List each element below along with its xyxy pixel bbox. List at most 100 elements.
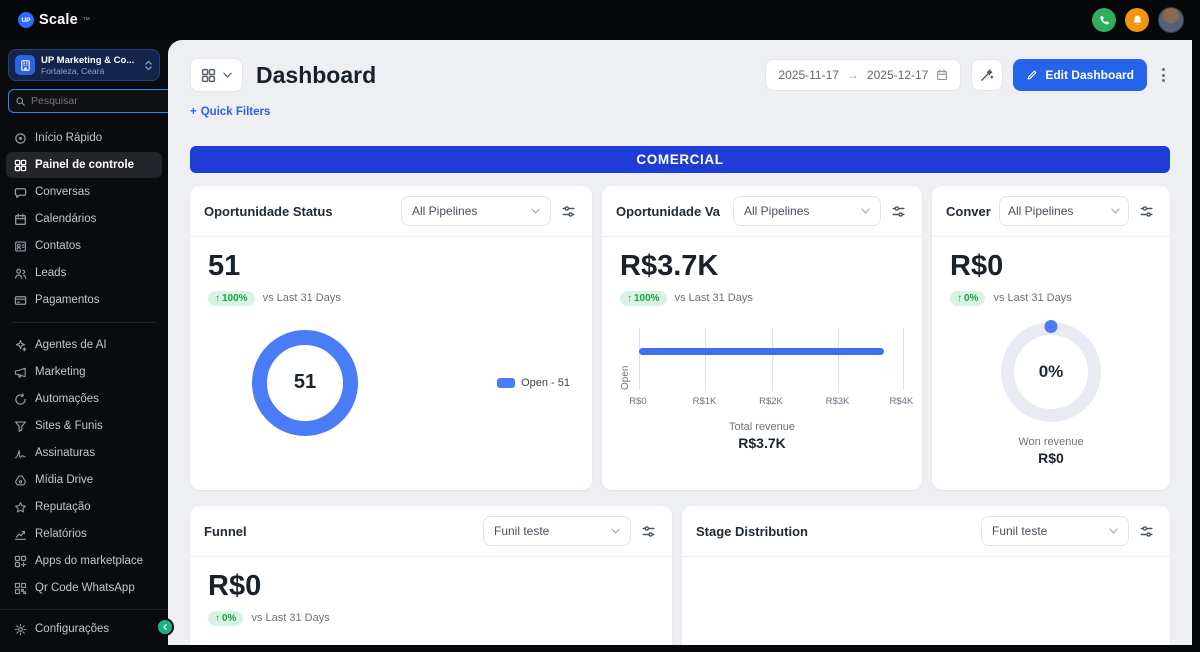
sidebar-item-painel-de-controle[interactable]: Painel de controle bbox=[6, 152, 162, 178]
calendar-icon bbox=[937, 69, 948, 81]
arrow-up-icon: ↑ bbox=[215, 612, 220, 624]
sidebar-item-inicio-rapido[interactable]: Início Rápido bbox=[6, 125, 162, 151]
card-conversion: Conver All Pipelines R$0 ↑ 0% vs Last 31 … bbox=[932, 186, 1170, 490]
y-axis-label: Open bbox=[620, 365, 631, 390]
account-switcher[interactable]: UP Marketing & Co... Fortaleza, Ceará bbox=[8, 49, 160, 81]
sidebar-item-marketing[interactable]: Marketing bbox=[6, 359, 162, 385]
pipeline-select[interactable]: All Pipelines bbox=[401, 196, 551, 226]
sidebar-footer: Configurações bbox=[0, 609, 174, 652]
quick-filters-button[interactable]: + Quick Filters bbox=[168, 92, 292, 118]
funnel-select[interactable]: Funil teste bbox=[483, 516, 631, 546]
sidebar-item-conversas[interactable]: Conversas bbox=[6, 179, 162, 205]
notifications-button[interactable] bbox=[1125, 8, 1149, 32]
filter-settings-button[interactable] bbox=[889, 202, 908, 221]
sidebar-item-configuracoes[interactable]: Configurações bbox=[6, 616, 162, 642]
card-oportunidade-value: Oportunidade Va All Pipelines R$3.7K ↑ 10… bbox=[602, 186, 922, 490]
sidebar-item-pagamentos[interactable]: Pagamentos bbox=[6, 287, 162, 313]
topbar-actions bbox=[1092, 7, 1200, 33]
phone-button[interactable] bbox=[1092, 8, 1116, 32]
metric-value: R$0 bbox=[950, 250, 1004, 282]
search-input[interactable] bbox=[31, 95, 166, 107]
card-oportunidade-status: Oportunidade Status All Pipelines 51 ↑ 10… bbox=[190, 186, 592, 490]
card-title: Oportunidade Va bbox=[616, 203, 721, 219]
won-revenue-value: R$0 bbox=[1038, 449, 1064, 466]
sidebar-item-reputacao[interactable]: Reputação bbox=[6, 494, 162, 520]
reports-icon bbox=[15, 530, 26, 540]
sidebar-item-sites-e-funis[interactable]: Sites & Funis bbox=[6, 413, 162, 439]
phone-icon bbox=[1099, 15, 1109, 24]
edit-dashboard-button[interactable]: Edit Dashboard bbox=[1013, 59, 1147, 91]
date-end: 2025-12-17 bbox=[866, 68, 929, 82]
sidebar-item-label: Início Rápido bbox=[35, 132, 103, 144]
sidebar-divider bbox=[12, 322, 156, 323]
funnel-select[interactable]: Funil teste bbox=[981, 516, 1129, 546]
filter-settings-button[interactable] bbox=[639, 522, 658, 541]
target-icon bbox=[15, 132, 26, 144]
sidebar-item-label: Mídia Drive bbox=[35, 474, 94, 486]
legend-swatch bbox=[497, 377, 516, 388]
sidebar-nav: Início Rápido Painel de controle Convers… bbox=[0, 125, 168, 609]
magic-wand-button[interactable] bbox=[971, 59, 1004, 91]
sidebar-item-assinaturas[interactable]: Assinaturas bbox=[6, 440, 162, 466]
account-location: Fortaleza, Ceará bbox=[41, 65, 105, 76]
sidebar-item-label: Calendários bbox=[35, 213, 97, 225]
sidebar-item-label: Agentes de AI bbox=[35, 339, 107, 351]
sidebar-item-label: Leads bbox=[35, 267, 67, 279]
sidebar-item-leads[interactable]: Leads bbox=[6, 260, 162, 286]
section-banner-comercial: COMERCIAL bbox=[190, 146, 1170, 173]
funnel-chart: 0 1 bbox=[208, 644, 654, 645]
sidebar-item-label: Apps do marketplace bbox=[35, 555, 144, 567]
chevron-down-icon bbox=[611, 528, 620, 534]
user-avatar[interactable] bbox=[1158, 7, 1184, 33]
comparison-caption: vs Last 31 Days bbox=[262, 292, 341, 305]
sidebar-item-label: Configurações bbox=[35, 623, 110, 635]
donut-center-value: 0% bbox=[1038, 361, 1064, 381]
x-axis-ticks: R$0 R$1K R$2K R$3K R$4K bbox=[629, 395, 914, 407]
chevron-down-icon bbox=[1111, 208, 1120, 214]
delta-badge: ↑ 0% bbox=[208, 610, 244, 626]
payments-icon bbox=[14, 295, 27, 305]
sparkle-icon bbox=[15, 339, 27, 351]
sidebar-item-label: Automações bbox=[35, 393, 99, 405]
pipeline-select[interactable]: All Pipelines bbox=[999, 196, 1129, 226]
account-name: UP Marketing & Co... bbox=[41, 54, 135, 66]
sidebar-item-contatos[interactable]: Contatos bbox=[6, 233, 162, 259]
pipeline-select[interactable]: All Pipelines bbox=[733, 196, 881, 226]
legend-label: Open - 51 bbox=[521, 376, 570, 389]
donut-center-value: 51 bbox=[293, 371, 317, 394]
sliders-icon bbox=[562, 205, 575, 217]
edit-dashboard-label: Edit Dashboard bbox=[1045, 68, 1134, 82]
qr-icon bbox=[14, 582, 27, 594]
donut-chart: 51 bbox=[252, 329, 358, 436]
more-options-button[interactable] bbox=[1157, 63, 1170, 87]
delta-badge: ↑ 100% bbox=[208, 290, 255, 306]
filter-settings-button[interactable] bbox=[559, 202, 578, 221]
wand-icon bbox=[981, 69, 994, 81]
sidebar-item-automacoes[interactable]: Automações bbox=[6, 386, 162, 412]
metric-value: R$3.7K bbox=[620, 250, 719, 282]
filter-settings-button[interactable] bbox=[1137, 522, 1156, 541]
sidebar-item-label: Relatórios bbox=[35, 528, 87, 540]
date-range-picker[interactable]: 2025-11-17 → 2025-12-17 bbox=[765, 59, 962, 91]
sidebar-item-label: Qr Code WhatsApp bbox=[35, 582, 135, 594]
dashboard-header: Dashboard 2025-11-17 → 2025-12-17 Edit D… bbox=[168, 40, 1192, 92]
star-icon bbox=[15, 501, 26, 512]
filter-settings-button[interactable] bbox=[1137, 202, 1156, 221]
chart-legend[interactable]: Open - 51 bbox=[497, 377, 570, 389]
sidebar-item-apps-do-marketplace[interactable]: Apps do marketplace bbox=[6, 548, 162, 574]
sidebar-item-label: Sites & Funis bbox=[35, 420, 103, 432]
sidebar-item-relatorios[interactable]: Relatórios bbox=[6, 521, 162, 547]
sidebar-item-calendarios[interactable]: Calendários bbox=[6, 206, 162, 232]
dashboard-icon bbox=[14, 159, 27, 171]
sliders-icon bbox=[892, 205, 905, 217]
drive-icon bbox=[14, 474, 27, 485]
dashboard-switcher[interactable] bbox=[190, 58, 243, 92]
sidebar-item-midia-drive[interactable]: Mídia Drive bbox=[6, 467, 162, 493]
metric-value: R$0 bbox=[208, 570, 262, 602]
account-info: UP Marketing & Co... Fortaleza, Ceará bbox=[41, 55, 138, 76]
automation-icon bbox=[15, 393, 26, 405]
sidebar-item-agentes-de-ai[interactable]: Agentes de AI bbox=[6, 332, 162, 358]
sidebar-collapse-button[interactable] bbox=[156, 618, 174, 636]
sidebar-item-qr-code-whatsapp[interactable]: Qr Code WhatsApp bbox=[6, 575, 162, 601]
sidebar-item-label: Conversas bbox=[35, 186, 90, 198]
